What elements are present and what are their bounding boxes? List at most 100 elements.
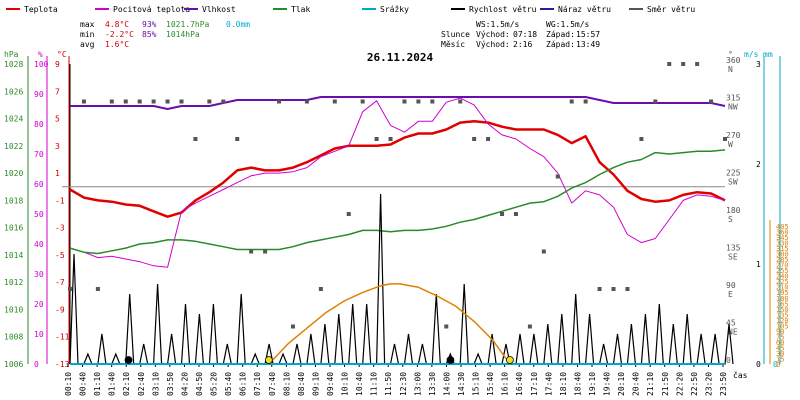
point-wind-direction — [207, 99, 212, 104]
tick-label-pressure_hpa: 1018 — [4, 196, 23, 205]
tick-label-sun-deg: 405 — [776, 223, 789, 231]
wind-wg: WG:1.5m/s — [546, 20, 590, 29]
stat-max-press: 1021.7hPa — [166, 20, 210, 29]
tick-label-wind-dir-compass: NE — [728, 328, 738, 337]
point-wind-direction — [165, 99, 170, 104]
tick-label-humidity_pct: 80 — [34, 120, 44, 129]
tick-label-temperature_c: 9 — [55, 60, 60, 69]
stat-avg-temp: 1.6°C — [105, 40, 129, 49]
tick-label-wind-ms: 1 — [756, 260, 761, 269]
tick-label-pressure_hpa: 1026 — [4, 87, 23, 96]
tick-label-temperature_c: -7 — [55, 278, 65, 287]
x-tick-label: 11:50 — [384, 372, 393, 396]
tick-label-pressure_hpa: 1022 — [4, 142, 23, 151]
sun-rise-label: Východ: — [476, 30, 510, 39]
x-tick-label: 02:40 — [137, 372, 146, 396]
marker-moonrise — [124, 356, 133, 364]
tick-label-wind-dir-compass: SW — [728, 178, 738, 187]
tick-label-humidity_pct: 90 — [34, 90, 44, 99]
legend-label: Náraz větru — [558, 5, 611, 14]
x-tick-label: 02:10 — [122, 372, 131, 396]
unit-time: čas — [733, 370, 748, 380]
tick-label-pressure_hpa: 1012 — [4, 278, 23, 287]
point-wind-direction — [402, 99, 407, 104]
point-wind-direction — [179, 99, 184, 104]
chart-title: 26.11.2024 — [367, 51, 434, 64]
tick-label-sun-deg: 225 — [776, 278, 789, 286]
axes: 1006100810101012101410161018102010221024… — [4, 56, 789, 396]
tick-label-pressure_hpa: 1010 — [4, 305, 23, 314]
x-tick-label: 05:20 — [210, 372, 219, 396]
tick-label-sun-deg: 45 — [776, 344, 784, 352]
stat-min-press: 1014hPa — [166, 30, 200, 39]
x-tick-label: 07:10 — [253, 372, 262, 396]
point-wind-direction — [709, 99, 714, 104]
point-wind-direction — [444, 324, 449, 329]
x-tick-label: 13:00 — [413, 372, 422, 396]
tick-label-wind-dir-compass: N — [728, 65, 733, 74]
point-wind-direction — [360, 99, 365, 104]
point-wind-direction — [486, 137, 491, 141]
x-tick-label: 19:40 — [603, 372, 612, 396]
point-wind-direction — [151, 99, 156, 104]
tick-label-wind-ms: 0 — [756, 360, 761, 369]
legend-label: Tlak — [291, 5, 310, 14]
tick-label-wind-dir-compass: W — [728, 140, 733, 149]
tick-label-pressure_hpa: 1008 — [4, 333, 23, 342]
unit-hpa: hPa — [4, 50, 19, 59]
tick-label-sun-deg: 75 — [776, 333, 784, 341]
sun-moon-info: WS:1.5m/s WG:1.5m/s Slunce Východ: 07:18… — [441, 20, 600, 49]
plot-area — [62, 62, 734, 365]
x-tick-label: 14:00 — [442, 372, 451, 396]
tick-label-sun-deg: 135 — [776, 311, 789, 319]
tick-label-pressure_hpa: 1006 — [4, 360, 23, 369]
x-tick-label: 23:50 — [719, 372, 728, 396]
tick-label-sun-deg: 150 — [776, 306, 789, 314]
x-tick-label: 01:40 — [108, 372, 117, 396]
tick-label-sun-deg: 60 — [776, 339, 784, 347]
tick-label-wind-ms: 3 — [756, 60, 761, 69]
x-tick-label: 08:40 — [297, 372, 306, 396]
x-tick-label: 17:40 — [544, 372, 553, 396]
x-tick-label: 00:40 — [79, 372, 88, 396]
tick-label-sun-deg: 345 — [776, 234, 789, 242]
tick-label-temperature_c: -3 — [55, 224, 65, 233]
tick-label-sun-deg: 300 — [776, 251, 789, 259]
tick-label-humidity_pct: 60 — [34, 180, 44, 189]
x-tick-label: 04:50 — [195, 372, 204, 396]
tick-label-sun-deg: 120 — [776, 317, 789, 325]
x-tick-label: 17:10 — [530, 372, 539, 396]
tick-label-sun-deg: 105 — [776, 322, 789, 330]
moon-rise-label: Východ: — [476, 40, 510, 49]
unit-mm: mm — [763, 50, 773, 59]
tick-label-wind-dir: 135 — [726, 244, 741, 253]
x-tick-label: 01:10 — [93, 372, 102, 396]
series-wind-speed — [69, 193, 734, 365]
point-wind-direction — [290, 324, 295, 329]
tick-label-sun-deg: 165 — [776, 300, 789, 308]
point-wind-direction — [597, 287, 602, 291]
marker-moonset — [446, 356, 455, 364]
tick-label-humidity_pct: 0 — [34, 360, 39, 369]
tick-label-sun-deg: 180 — [776, 295, 789, 303]
moon-rise: 2:16 — [513, 40, 532, 49]
point-wind-direction — [137, 99, 142, 104]
point-wind-direction — [249, 249, 254, 254]
point-wind-direction — [695, 62, 700, 66]
legend-label: Srážky — [380, 5, 409, 14]
point-wind-direction — [263, 249, 268, 254]
point-wind-direction — [332, 99, 337, 104]
tick-label-wind-ms: 2 — [756, 160, 761, 169]
tick-label-sun-deg: 30 — [776, 350, 784, 358]
point-wind-direction — [513, 212, 518, 216]
series-pocitov-teplota — [69, 97, 726, 268]
tick-label-wind-dir-compass: E — [728, 290, 733, 299]
legend-label: Směr větru — [647, 5, 695, 14]
point-wind-direction — [569, 99, 574, 104]
marker-sunset — [506, 356, 514, 364]
x-tick-label: 19:10 — [588, 372, 597, 396]
x-tick-label: 15:10 — [472, 372, 481, 396]
point-wind-direction — [611, 287, 616, 291]
x-tick-label: 14:30 — [457, 372, 466, 396]
legend-label: Rychlost větru — [469, 5, 537, 14]
